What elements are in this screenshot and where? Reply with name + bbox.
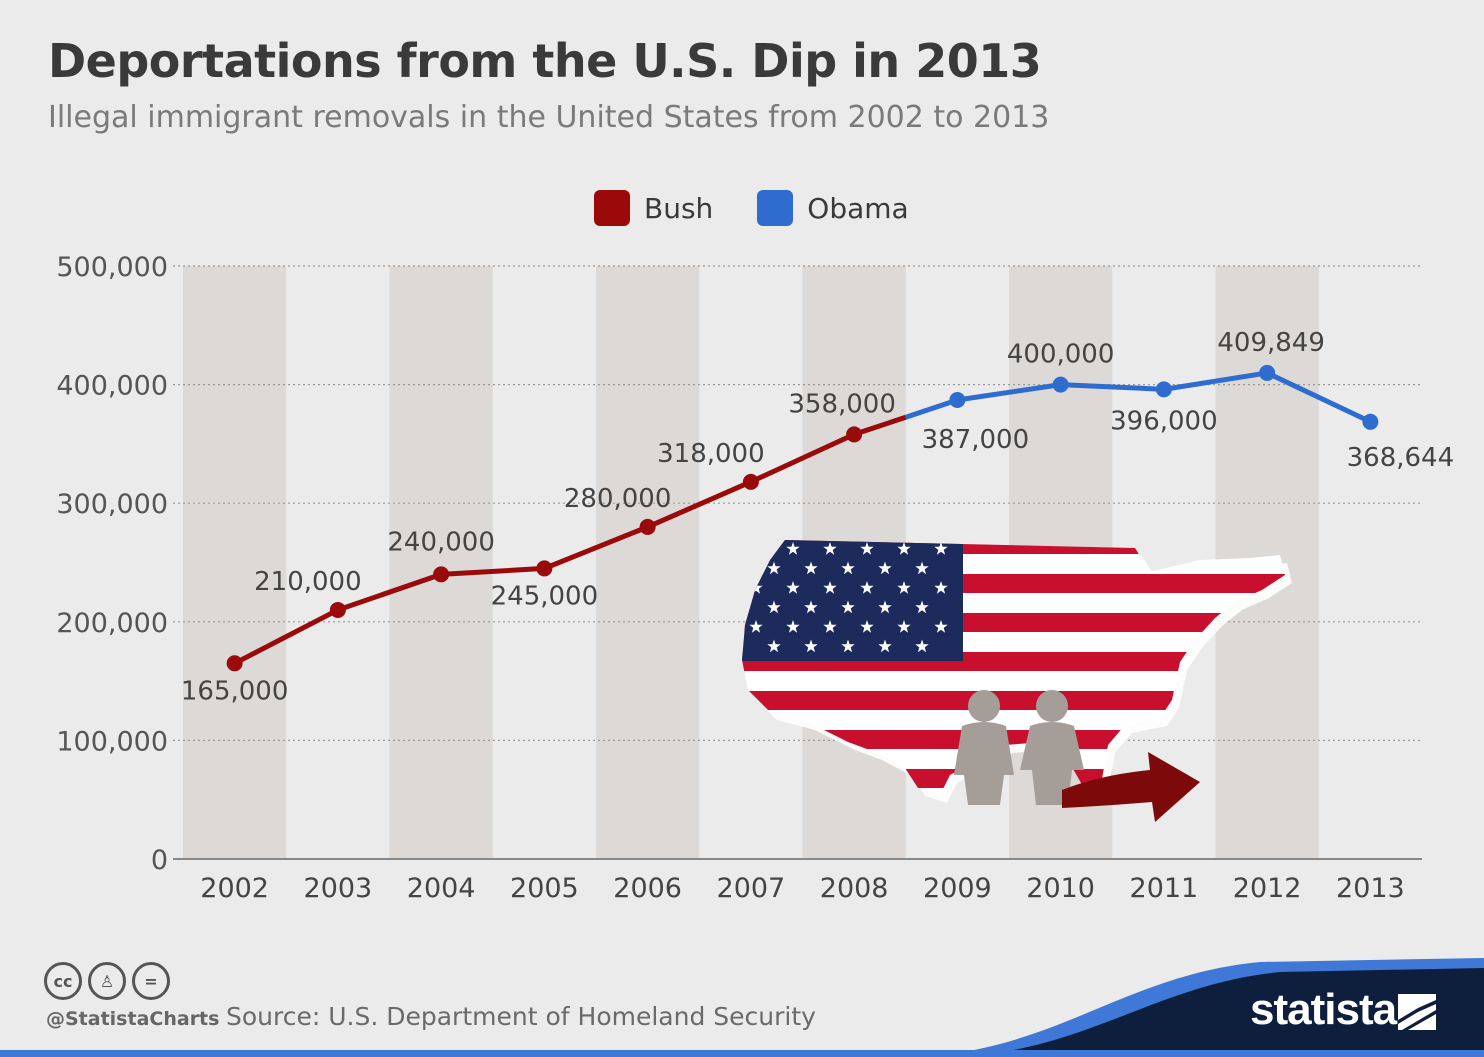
data-point-bush	[639, 518, 656, 535]
x-tick-label: 2007	[717, 873, 786, 904]
flag-star	[823, 620, 837, 633]
source-note: Source: U.S. Department of Homeland Secu…	[226, 1002, 816, 1031]
data-point-bush	[536, 560, 553, 577]
data-label: 387,000	[922, 425, 1030, 455]
legend-label-obama: Obama	[807, 191, 909, 225]
flag-star	[934, 542, 948, 555]
flag-star	[934, 581, 948, 594]
data-label: 280,000	[564, 484, 672, 514]
people-icon	[954, 690, 1084, 805]
legend-item-bush: Bush	[594, 190, 713, 226]
legend-label-bush: Bush	[644, 191, 714, 225]
arrow-icon	[1062, 752, 1200, 822]
data-label: 409,849	[1217, 328, 1325, 358]
flag-star	[897, 620, 911, 633]
attribution-icon: ♙	[88, 962, 126, 1000]
x-tick-label: 2009	[923, 873, 992, 904]
x-tick-label: 2005	[510, 873, 579, 904]
y-tick-label: 300,000	[56, 489, 168, 520]
y-tick-label: 400,000	[56, 371, 168, 402]
data-point-obama	[1155, 381, 1172, 398]
flag-star	[786, 542, 800, 555]
data-label: 400,000	[1007, 340, 1115, 370]
flag-star	[804, 639, 818, 653]
column-band	[389, 266, 493, 859]
statista-logo: statista	[1250, 985, 1397, 1034]
y-tick-label: 500,000	[56, 252, 168, 283]
flag-star	[897, 542, 911, 555]
y-tick-label: 200,000	[56, 608, 168, 639]
flag-star	[786, 620, 800, 633]
series-line-bush	[233, 414, 907, 666]
flag-star	[878, 639, 892, 653]
license-icons: cc ♙ =	[44, 962, 170, 1000]
flag-star	[749, 620, 763, 633]
data-point-obama	[949, 392, 966, 409]
data-point-obama	[1052, 376, 1069, 393]
flag-star	[841, 561, 855, 575]
x-tick-label: 2008	[820, 873, 889, 904]
data-label: 368,644	[1347, 443, 1455, 473]
x-tick-label: 2013	[1336, 873, 1405, 904]
legend: Bush Obama	[594, 190, 939, 226]
data-point-obama	[1259, 364, 1276, 381]
flag-star	[878, 561, 892, 575]
data-point-bush	[226, 655, 243, 672]
x-tick-label: 2011	[1130, 873, 1199, 904]
legend-swatch-bush	[594, 190, 630, 226]
no-derivatives-icon: =	[132, 962, 170, 1000]
flag-star	[934, 620, 948, 633]
data-point-bush	[846, 426, 863, 443]
x-tick-label: 2003	[304, 873, 373, 904]
flag-star	[767, 639, 781, 653]
cc-icon: cc	[44, 962, 82, 1000]
data-point-bush	[742, 473, 759, 490]
flag-star	[897, 581, 911, 594]
column-band	[183, 266, 287, 859]
y-tick-label: 0	[151, 845, 168, 876]
x-tick-label: 2010	[1026, 873, 1095, 904]
flag-star	[915, 639, 929, 653]
flag-star	[878, 600, 892, 614]
flag-star	[860, 620, 874, 633]
data-label: 358,000	[788, 389, 896, 419]
flag-star	[860, 542, 874, 555]
x-tick-label: 2002	[200, 873, 269, 904]
flag-star	[804, 561, 818, 575]
flag-star	[915, 600, 929, 614]
flag-star	[915, 561, 929, 575]
data-point-bush	[329, 601, 346, 618]
flag-star	[786, 581, 800, 594]
chart-title: Deportations from the U.S. Dip in 2013	[48, 34, 1042, 88]
data-label: 165,000	[181, 676, 289, 706]
flag-star	[841, 639, 855, 653]
data-label: 396,000	[1110, 406, 1218, 436]
legend-swatch-obama	[757, 190, 794, 226]
legend-item-obama: Obama	[757, 190, 909, 226]
y-tick-label: 100,000	[56, 726, 168, 757]
column-band	[596, 266, 700, 859]
data-label: 245,000	[491, 581, 599, 611]
data-label: 318,000	[657, 439, 765, 469]
x-tick-label: 2006	[613, 873, 682, 904]
flag-star	[841, 600, 855, 614]
statista-logo-icon	[1398, 994, 1436, 1030]
social-handle: @StatistaCharts	[46, 1008, 220, 1030]
line-chart: 0 100,000 200,000 300,000 400,000 500,000 200…	[56, 252, 1455, 904]
data-point-bush	[433, 566, 450, 583]
flag-star	[767, 561, 781, 575]
chart-subtitle: Illegal immigrant removals in the United…	[48, 100, 1050, 135]
data-label: 240,000	[387, 527, 495, 557]
flag-star	[860, 581, 874, 594]
flag-star	[823, 581, 837, 594]
x-tick-label: 2012	[1233, 873, 1302, 904]
flag-star	[804, 600, 818, 614]
flag-star	[823, 542, 837, 555]
data-point-obama	[1362, 413, 1379, 430]
flag-star	[767, 600, 781, 614]
x-tick-label: 2004	[407, 873, 476, 904]
data-label: 210,000	[254, 567, 362, 597]
series-line-obama	[904, 370, 1372, 425]
